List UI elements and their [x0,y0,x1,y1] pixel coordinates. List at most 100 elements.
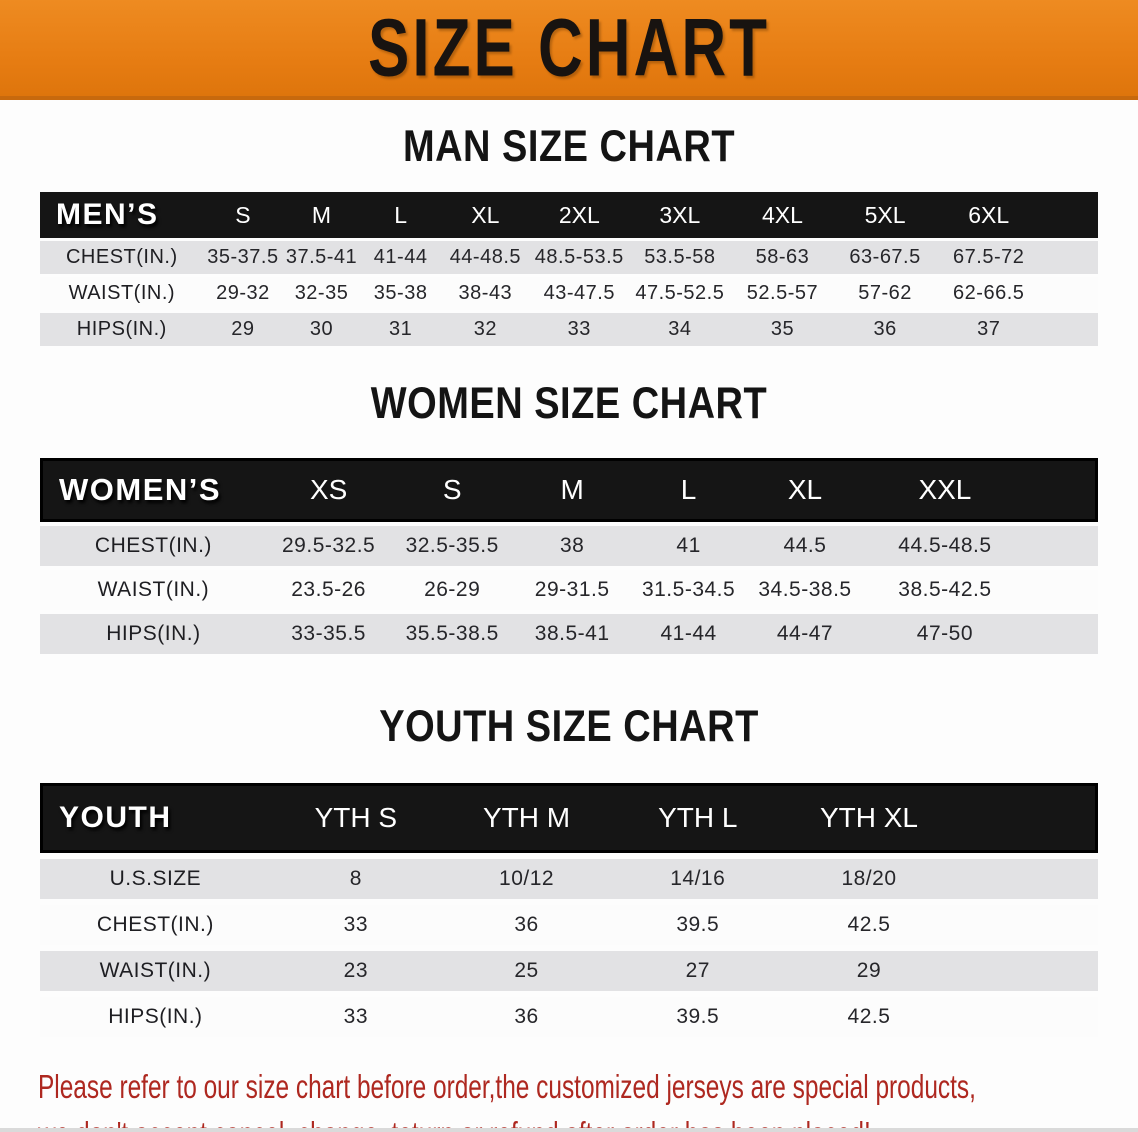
measurement-row: HIPS(IN.) 33-35.5 35.5-38.5 38.5-41 41-44 44-… [40,614,1098,654]
size-header-row: MEN’S S M L XL 2XL 3XL 4XL 5XL 6XL [40,192,1098,238]
measurement-row: HIPS(IN.) 29 30 31 32 33 34 35 36 37 [40,313,1098,346]
table-title-cell: MEN’S [40,192,204,238]
size-header-row: WOMEN’S XS S M L XL XXL [40,458,1098,522]
order-notice: Please refer to our size chart before or… [38,1063,1138,1128]
size-header-cell: S [203,192,283,238]
filler-cell [1026,570,1098,610]
size-header-cell: 4XL [731,192,834,238]
measurement-row: WAIST(IN.) 23 25 27 29 [40,951,1098,991]
size-header-cell: XXL [863,458,1027,522]
women-size-section: WOMEN SIZE CHART WOMEN’S XS S M L XL XXL CHEST(… [0,379,1138,658]
table-title-cell: WOMEN’S [40,458,267,522]
row-label-cell: CHEST(IN.) [40,241,204,274]
value-cell: 35.5-38.5 [390,614,514,654]
value-cell: 52.5-57 [731,277,834,310]
filler-cell [954,859,1098,899]
value-cell: 29 [203,313,283,346]
measurement-row: CHEST(IN.) 33 36 39.5 42.5 [40,905,1098,945]
measurement-row: WAIST(IN.) 23.5-26 26-29 29-31.5 31.5-34.5 34… [40,570,1098,610]
size-header-cell: 2XL [530,192,629,238]
value-cell: 26-29 [390,570,514,610]
row-label-cell: HIPS(IN.) [40,313,204,346]
size-header-cell: L [360,192,441,238]
value-cell: 29-31.5 [513,570,631,610]
men-section-heading: MAN SIZE CHART [402,122,736,172]
size-header-cell: YTH XL [783,783,955,853]
size-header-cell: YTH L [612,783,784,853]
value-cell: 37 [936,313,1041,346]
size-header-cell: XL [746,458,864,522]
value-cell: 29 [783,951,955,991]
value-cell: 44.5 [746,526,864,566]
value-cell: 36 [833,313,937,346]
filler-cell [954,905,1098,945]
value-cell: 32 [440,313,531,346]
value-cell: 29.5-32.5 [266,526,391,566]
value-cell: 8 [270,859,441,899]
table-title-cell: YOUTH [40,783,271,853]
filler-cell [954,951,1098,991]
youth-size-table: YOUTH YTH S YTH M YTH L YTH XL U.S.SIZE 8 10/12… [40,777,1098,1043]
size-header-cell: S [390,458,514,522]
row-label-cell: HIPS(IN.) [40,997,271,1037]
filler-cell [1026,458,1098,522]
value-cell: 67.5-72 [936,241,1041,274]
value-cell: 48.5-53.5 [530,241,629,274]
value-cell: 35 [731,313,834,346]
size-header-cell: M [282,192,361,238]
value-cell: 47-50 [863,614,1027,654]
value-cell: 44.5-48.5 [863,526,1027,566]
size-header-cell: 6XL [936,192,1041,238]
filler-cell [1040,192,1098,238]
value-cell: 36 [440,997,613,1037]
size-header-cell: 3XL [628,192,732,238]
women-section-heading: WOMEN SIZE CHART [370,379,768,429]
measurement-row: U.S.SIZE 8 10/12 14/16 18/20 [40,859,1098,899]
measurement-row: CHEST(IN.) 29.5-32.5 32.5-35.5 38 41 44.5 44.5… [40,526,1098,566]
value-cell: 33 [530,313,629,346]
value-cell: 41-44 [360,241,441,274]
value-cell: 38-43 [440,277,531,310]
value-cell: 42.5 [783,997,955,1037]
value-cell: 27 [612,951,784,991]
value-cell: 58-63 [731,241,834,274]
value-cell: 33-35.5 [266,614,391,654]
value-cell: 62-66.5 [936,277,1041,310]
filler-cell [954,783,1098,853]
row-label-cell: CHEST(IN.) [40,905,271,945]
value-cell: 42.5 [783,905,955,945]
women-size-table: WOMEN’S XS S M L XL XXL CHEST(IN.) 29.5-32.5 32.5… [40,454,1098,658]
men-size-table: MEN’S S M L XL 2XL 3XL 4XL 5XL 6XL CHEST(IN.) 35-37… [40,189,1098,349]
men-size-section: MAN SIZE CHART MEN’S S M L XL 2XL 3XL 4XL 5XL 6XL… [0,122,1138,349]
value-cell: 31.5-34.5 [630,570,747,610]
row-label-cell: HIPS(IN.) [40,614,267,654]
value-cell: 47.5-52.5 [628,277,732,310]
size-header-cell: XS [266,458,391,522]
value-cell: 39.5 [612,997,784,1037]
title-banner: SIZE CHART [0,0,1138,100]
value-cell: 23.5-26 [266,570,391,610]
value-cell: 35-37.5 [203,241,283,274]
value-cell: 38.5-41 [513,614,631,654]
filler-cell [1026,526,1098,566]
size-header-cell: XL [440,192,531,238]
size-header-row: YOUTH YTH S YTH M YTH L YTH XL [40,783,1098,853]
value-cell: 29-32 [203,277,283,310]
value-cell: 41 [630,526,747,566]
filler-cell [954,997,1098,1037]
value-cell: 30 [282,313,361,346]
size-header-cell: 5XL [833,192,937,238]
value-cell: 25 [440,951,613,991]
row-label-cell: WAIST(IN.) [40,951,271,991]
value-cell: 39.5 [612,905,784,945]
size-header-cell: M [513,458,631,522]
notice-line-1: Please refer to our size chart before or… [38,1068,976,1105]
value-cell: 31 [360,313,441,346]
content: MAN SIZE CHART MEN’S S M L XL 2XL 3XL 4XL 5XL 6XL… [0,122,1138,1128]
value-cell: 32.5-35.5 [390,526,514,566]
value-cell: 34 [628,313,732,346]
value-cell: 33 [270,905,441,945]
filler-cell [1026,614,1098,654]
value-cell: 14/16 [612,859,784,899]
